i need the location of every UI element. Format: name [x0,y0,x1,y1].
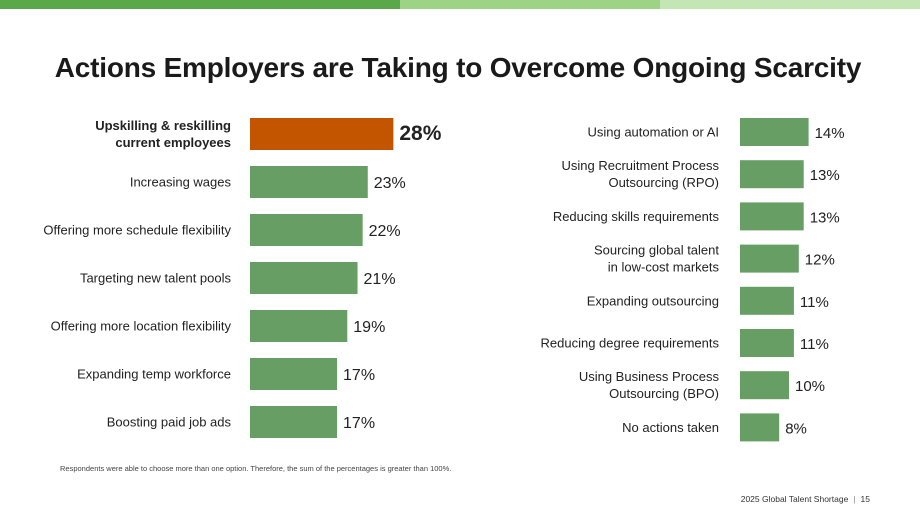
footer-separator: | [853,494,856,504]
category-label-right-3-0: Sourcing global talent [594,243,719,258]
category-label-left-3-0: Targeting new talent pools [80,271,232,286]
report-name: 2025 Global Talent Shortage [740,494,849,504]
bar-left-4 [250,310,348,342]
data-label-left-3: 21% [364,271,396,288]
data-label-left-2: 22% [369,223,401,240]
data-label-right-7: 8% [785,420,807,437]
bar-right-4 [740,286,794,315]
data-label-left-0: 28% [399,122,441,145]
category-label-left-6-0: Boosting paid job ads [107,415,232,430]
category-label-right-1-0: Using Recruitment Process [562,158,720,173]
data-label-right-3: 12% [805,252,835,269]
bar-right-3 [740,244,799,273]
footer: 2025 Global Talent Shortage | 15 [741,494,870,504]
category-label-right-0-0: Using automation or AI [587,125,719,140]
category-label-left-1-0: Increasing wages [130,175,232,190]
page-number: 15 [860,494,870,504]
bar-right-2 [740,202,804,231]
data-label-right-2: 13% [810,209,840,226]
category-label-right-5-0: Reducing degree requirements [541,336,720,351]
category-label-left-5-0: Expanding temp workforce [77,367,231,382]
page-title: Actions Employers are Taking to Overcome… [54,52,862,83]
data-label-left-6: 17% [343,415,375,432]
bar-right-7 [740,413,780,442]
band-segment-dark [0,0,400,9]
category-label-right-6-0: Using Business Process [579,369,720,384]
bar-right-6 [740,371,789,400]
data-label-right-1: 13% [810,167,840,184]
bar-left-3 [250,262,358,294]
bar-left-5 [250,358,338,390]
data-label-left-4: 19% [353,319,385,336]
data-label-right-6: 10% [795,378,825,395]
bar-left-0 [250,118,394,150]
band-segment-light [660,0,920,9]
data-label-left-5: 17% [343,367,375,384]
top-color-band [0,0,920,9]
data-label-right-5: 11% [800,336,829,353]
category-label-right-4-0: Expanding outsourcing [587,293,719,308]
bar-left-2 [250,214,363,246]
band-segment-mid [400,0,660,9]
data-label-right-4: 11% [800,294,829,311]
footnote: Respondents were able to choose more tha… [60,464,452,473]
bar-left-1 [250,166,368,198]
category-label-right-3-1: in low-cost markets [608,260,720,275]
data-label-right-0: 14% [815,125,845,142]
category-label-right-2-0: Reducing skills requirements [553,209,720,224]
category-label-right-6-1: Outsourcing (BPO) [609,386,719,401]
bar-right-1 [740,160,804,189]
bar-left-6 [250,406,338,438]
category-label-left-4-0: Offering more location flexibility [51,319,232,334]
data-label-left-1: 23% [374,175,406,192]
category-label-right-1-1: Outsourcing (RPO) [608,175,719,190]
category-label-right-7-0: No actions taken [622,420,719,435]
category-label-left-2-0: Offering more schedule flexibility [43,223,231,238]
bar-right-5 [740,329,794,357]
category-label-left-0-1: current employees [115,135,231,150]
bar-right-0 [740,118,809,146]
category-label-left-0-0: Upskilling & reskilling [95,118,231,133]
